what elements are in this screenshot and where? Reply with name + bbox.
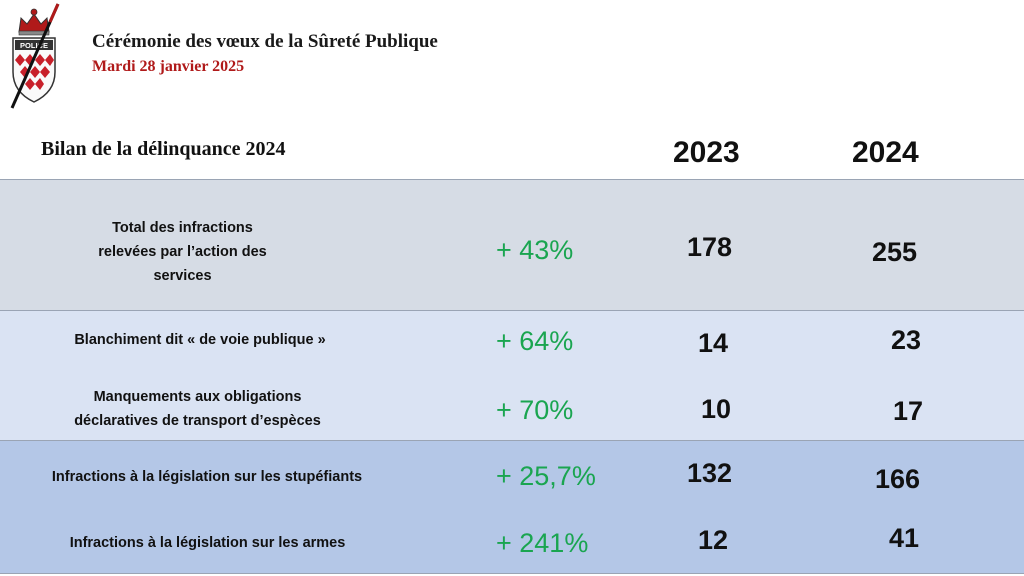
row-band-money xyxy=(0,310,1024,441)
value-2024-weapons: 41 xyxy=(889,523,920,553)
police-crest-logo: POLICE xyxy=(6,2,64,110)
value-2024-cash-declaration: 17 xyxy=(893,396,924,426)
value-2024-drugs: 166 xyxy=(875,464,921,494)
row-band-drugs-weapons xyxy=(0,440,1024,574)
row-band-total xyxy=(0,179,1024,311)
value-2023-money-laundering: 14 xyxy=(698,328,729,358)
row-label-total: Total des infractions relevées par l’act… xyxy=(98,220,267,284)
change-drugs: + 25,7% xyxy=(496,461,596,491)
value-2023-cash-declaration: 10 xyxy=(701,394,732,424)
value-2024-money-laundering: 23 xyxy=(891,325,922,355)
value-2024-total: 255 xyxy=(872,237,918,267)
column-header-2024: 2024 xyxy=(852,136,919,169)
value-2023-weapons: 12 xyxy=(698,525,729,555)
row-label-weapons: Infractions à la législation sur les arm… xyxy=(69,535,346,551)
change-weapons: + 241% xyxy=(496,528,589,558)
row-label-cash-declaration: Manquements aux obligations déclaratives… xyxy=(74,389,321,429)
ceremony-title: Cérémonie des vœux de la Sûreté Publique xyxy=(92,31,438,52)
value-2023-total: 178 xyxy=(687,232,733,262)
ceremony-date: Mardi 28 janvier 2025 xyxy=(92,58,245,75)
change-total: + 43% xyxy=(496,235,574,265)
change-cash-declaration: + 70% xyxy=(496,395,574,425)
svg-text:POLICE: POLICE xyxy=(20,41,48,50)
row-label-drugs: Infractions à la législation sur les stu… xyxy=(51,469,363,485)
change-money-laundering: + 64% xyxy=(496,326,574,356)
row-label-money-laundering: Blanchiment dit « de voie publique » xyxy=(74,332,326,348)
column-header-2023: 2023 xyxy=(673,136,740,169)
table-title: Bilan de la délinquance 2024 xyxy=(41,138,286,160)
value-2023-drugs: 132 xyxy=(687,458,733,488)
